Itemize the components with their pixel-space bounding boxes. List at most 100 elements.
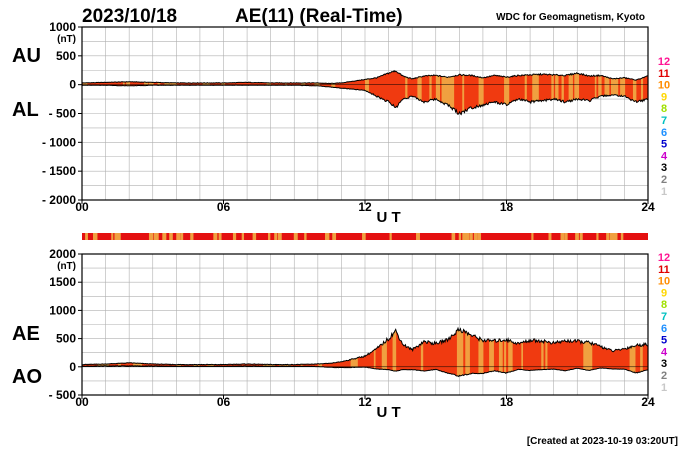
- coverage-bar-segment: [277, 233, 282, 240]
- y-tick-label: 0: [69, 78, 76, 92]
- header-source: WDC for Geomagnetism, Kyoto: [496, 12, 645, 23]
- station-stripe: [594, 70, 597, 115]
- station-stripe: [640, 328, 643, 377]
- y-tick-label: 1000: [49, 20, 76, 34]
- coverage-bar-segment: [575, 233, 579, 240]
- station-legend-entry: 6: [661, 127, 667, 139]
- coverage-bar-segment: [548, 233, 552, 240]
- station-stripe: [462, 70, 465, 115]
- station-stripe: [429, 70, 432, 115]
- station-legend-entry: 2: [661, 370, 667, 382]
- station-stripe: [449, 70, 455, 115]
- x-tick-label: 18: [500, 395, 514, 409]
- x-tick-label: 00: [75, 395, 89, 409]
- coverage-bar-segment: [473, 233, 478, 240]
- coverage-bar-segment: [176, 233, 181, 240]
- station-stripe: [620, 70, 626, 115]
- x-axis-label: U T: [376, 404, 400, 421]
- panel-au-al: 1000 500 0 - 500 - 1000 - 1500 - 2000 (nT) 00 06 1…: [12, 20, 655, 226]
- station-stripe: [541, 328, 544, 377]
- x-tick-label: 06: [217, 395, 231, 409]
- coverage-bar-segment: [620, 233, 624, 240]
- y-tick-label: 500: [56, 49, 76, 63]
- station-legend-entry: 1: [661, 186, 667, 198]
- station-stripe: [504, 70, 509, 115]
- coverage-bar-segment: [148, 233, 154, 240]
- station-legend-entry: 8: [661, 299, 667, 311]
- y-tick-label: 2000: [49, 247, 76, 261]
- station-stripe: [405, 70, 408, 115]
- y-tick-label: 1000: [49, 303, 76, 317]
- station-stripe: [632, 70, 637, 115]
- station-stripe: [521, 328, 524, 377]
- station-legend-entry: 9: [661, 287, 667, 299]
- panel-ae-ao: 2000 1500 1000 500 0 - 500 (nT) 00 06 12 18 24 U T AE…: [12, 247, 655, 421]
- series-side-label-al: AL: [12, 99, 39, 121]
- series-line-au: [81, 69, 649, 85]
- coverage-bar-segment: [462, 233, 466, 240]
- station-legend-entry: 11: [658, 264, 670, 276]
- y-tick-label: 1500: [49, 275, 76, 289]
- station-stripe: [420, 328, 424, 377]
- station-legend-entry: 10: [658, 80, 670, 92]
- coverage-bar-segment: [389, 233, 392, 240]
- station-stripe: [532, 70, 537, 115]
- y-unit-label: (nT): [57, 34, 76, 45]
- coverage-bar-segment: [241, 233, 245, 240]
- coverage-bar-segment: [153, 233, 157, 240]
- series-line-ae: [81, 326, 649, 366]
- coverage-bar-segment: [169, 233, 173, 240]
- station-stripe: [392, 328, 397, 377]
- coverage-bar-segment: [362, 233, 366, 240]
- station-legend-entry: 3: [661, 162, 667, 174]
- station-stripe: [465, 328, 470, 377]
- station-legend-entry: 4: [661, 346, 668, 358]
- station-stripe: [490, 328, 494, 377]
- station-legend-entry: 4: [661, 150, 668, 162]
- coverage-bar-segment: [85, 233, 88, 240]
- y-tick-label: - 500: [49, 107, 77, 121]
- y-tick-label: - 500: [49, 388, 77, 402]
- station-stripe: [441, 70, 447, 115]
- station-stripe: [583, 328, 588, 377]
- x-tick-label: 00: [75, 200, 89, 214]
- x-tick-label: 24: [641, 395, 655, 409]
- station-legend-entry: 6: [661, 323, 667, 335]
- station-legend-entry: 3: [661, 358, 667, 370]
- station-legend-entry: 1: [661, 382, 667, 394]
- station-stripe: [373, 328, 376, 377]
- y-tick-label: 500: [56, 332, 76, 346]
- coverage-bar-segment: [293, 233, 297, 240]
- station-stripe: [545, 328, 548, 377]
- station-legend-entry: 9: [661, 91, 667, 103]
- station-stripe: [536, 70, 539, 115]
- station-stripe: [504, 328, 507, 377]
- coverage-bar-segment: [458, 233, 462, 240]
- coverage-bar-segment: [325, 233, 330, 240]
- x-tick-label: 18: [500, 200, 514, 214]
- coverage-bar-segment: [465, 233, 470, 240]
- coverage-bar-segment: [155, 233, 159, 240]
- y-tick-label: - 1000: [42, 135, 76, 149]
- footer-created: [Created at 2023-10-19 03:20UT]: [527, 436, 678, 447]
- coverage-bar-segment: [469, 233, 472, 240]
- station-legend-entry: 5: [661, 139, 667, 151]
- station-stripe: [478, 328, 483, 377]
- station-stripe: [417, 70, 422, 115]
- station-stripe: [629, 328, 635, 377]
- header-title: AE(11) (Real-Time): [235, 6, 403, 27]
- station-stripe: [561, 70, 564, 115]
- coverage-bar-segment: [180, 233, 184, 240]
- coverage-bar-segment: [114, 233, 118, 240]
- coverage-bar-segment: [614, 233, 618, 240]
- station-legend-entry: 11: [658, 68, 670, 80]
- station-stripe: [507, 70, 510, 115]
- station-legend-entry: 8: [661, 103, 667, 115]
- coverage-bar-segment: [213, 233, 218, 240]
- station-legend-entry: 7: [661, 115, 667, 127]
- coverage-bar-segment: [332, 233, 337, 240]
- coverage-bar-segment: [304, 233, 307, 240]
- x-tick-label: 12: [358, 200, 372, 214]
